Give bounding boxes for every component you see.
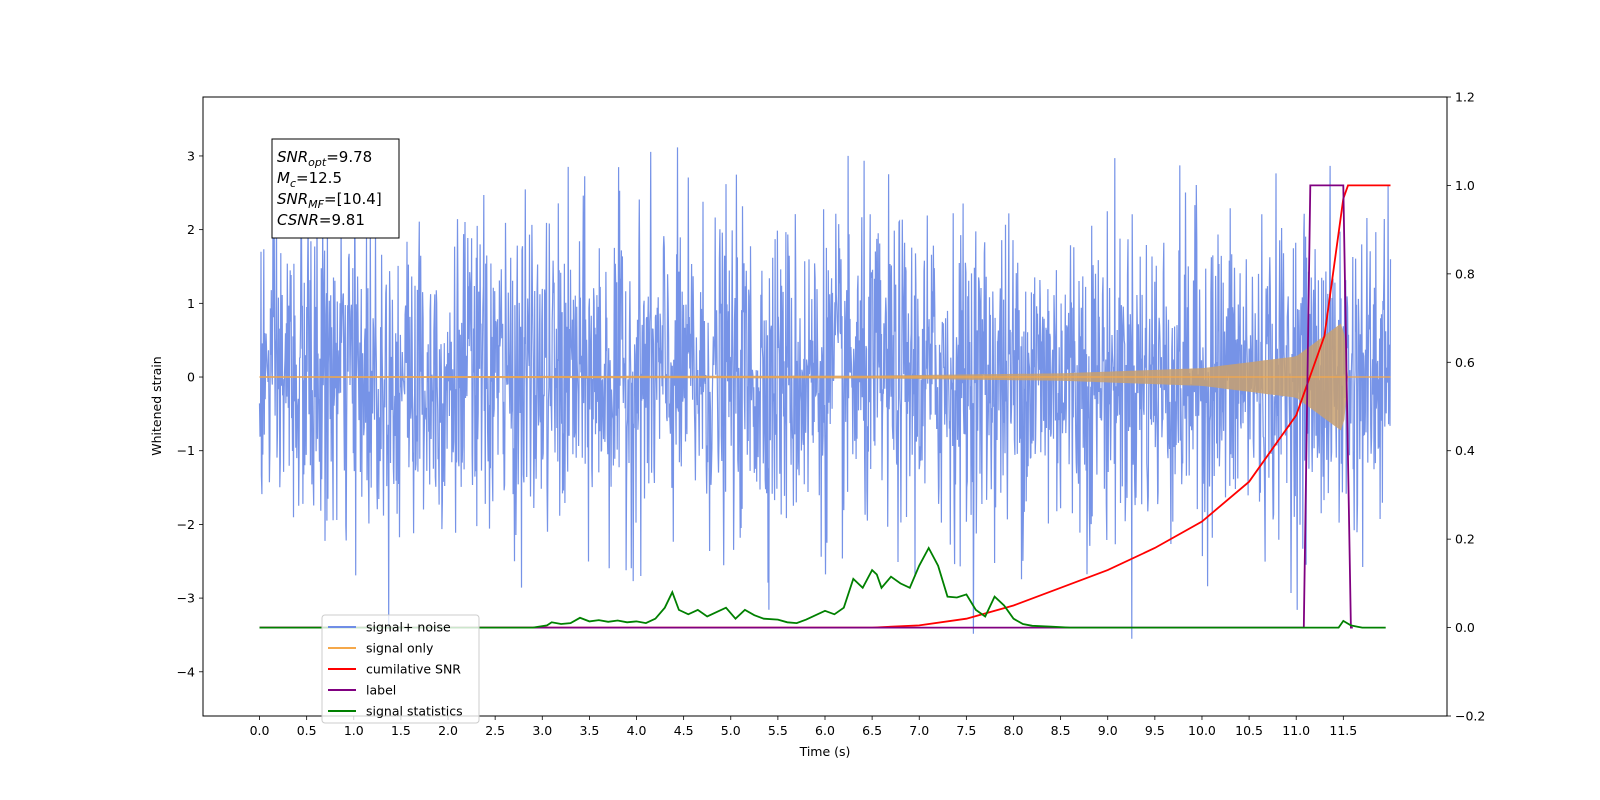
y2-tick-label: 0.2	[1455, 532, 1475, 547]
y-axis-right-ticks: 1.2 1.0 0.8 0.6 0.4 0.2 0.0 −0.2	[1447, 90, 1485, 724]
y2-tick-label: 1.0	[1455, 178, 1475, 193]
plot-area	[258, 146, 1392, 639]
y2-tick-label: 0.4	[1455, 443, 1475, 458]
annotation-symbol: CSNR	[277, 211, 319, 229]
y-tick-label: −4	[177, 664, 195, 679]
series-signal-statistics-line	[259, 546, 1386, 629]
legend-frame	[321, 614, 480, 724]
x-tick-label: 4.0	[627, 723, 647, 738]
legend-label: signal statistics	[366, 704, 463, 719]
y2-tick-label: 1.2	[1455, 90, 1475, 105]
x-tick-label: 2.5	[485, 723, 505, 738]
legend-label: signal only	[366, 641, 434, 656]
x-tick-label: 8.0	[1004, 723, 1024, 738]
legend-label: label	[366, 683, 396, 698]
annotation-value: =9.81	[319, 211, 365, 229]
y2-tick-label: −0.2	[1455, 709, 1485, 724]
x-tick-label: 2.0	[438, 723, 458, 738]
annotation-line: SNRopt=9.78	[277, 148, 372, 169]
series-signal-noise-line	[258, 146, 1392, 639]
y-tick-label: 0	[187, 370, 195, 385]
x-tick-label: 9.5	[1145, 723, 1165, 738]
annotation-symbol: SNR	[277, 190, 308, 208]
annotation-frame	[271, 138, 400, 239]
x-tick-label: 5.0	[721, 723, 741, 738]
x-tick-label: 11.0	[1282, 723, 1310, 738]
y2-tick-label: 0.8	[1455, 266, 1475, 281]
x-axis-label: Time (s)	[799, 744, 851, 759]
x-tick-label: 6.5	[862, 723, 882, 738]
x-tick-label: 7.0	[909, 723, 929, 738]
y-tick-label: −1	[177, 443, 195, 458]
annotation-subscript: c	[290, 177, 296, 190]
x-tick-label: 7.5	[956, 723, 976, 738]
y-tick-label: 1	[187, 296, 195, 311]
x-tick-label: 0.0	[250, 723, 270, 738]
x-tick-label: 10.0	[1188, 723, 1216, 738]
x-tick-label: 11.5	[1329, 723, 1357, 738]
y-axis-label: Whitened strain	[149, 356, 164, 455]
y2-tick-label: 0.0	[1455, 620, 1475, 635]
x-tick-label: 0.5	[297, 723, 317, 738]
annotation-symbol: M	[277, 169, 290, 187]
y-tick-label: 3	[187, 148, 195, 163]
series-cumilative-snr-line	[259, 184, 1391, 629]
x-tick-label: 3.0	[532, 723, 552, 738]
y-axis-left-ticks: 3 2 1 0 −1 −2 −3 −4	[177, 148, 203, 679]
y-tick-label: 2	[187, 222, 195, 237]
y-tick-label: −2	[177, 517, 195, 532]
annotation-value: =[10.4]	[324, 190, 382, 208]
legend-label: signal+ noise	[366, 620, 451, 635]
legend: signal+ noise signal only cumilative SNR la…	[321, 614, 480, 724]
annotation-line: SNRMF=[10.4]	[277, 190, 382, 211]
y-tick-label: −3	[177, 591, 195, 606]
x-tick-label: 3.5	[579, 723, 599, 738]
x-tick-label: 6.0	[815, 723, 835, 738]
annotation-subscript: MF	[308, 198, 324, 211]
x-tick-label: 10.5	[1235, 723, 1263, 738]
y2-tick-label: 0.6	[1455, 355, 1475, 370]
annotation-line: Mc=12.5	[277, 169, 342, 190]
x-tick-label: 1.0	[344, 723, 364, 738]
annotation-line: CSNR=9.81	[277, 211, 365, 229]
x-tick-label: 5.5	[768, 723, 788, 738]
x-tick-label: 8.5	[1051, 723, 1071, 738]
annotation-value: =12.5	[296, 169, 342, 187]
x-tick-label: 1.5	[391, 723, 411, 738]
x-tick-label: 9.0	[1098, 723, 1118, 738]
annotation-symbol: SNR	[277, 148, 308, 166]
annotation-value: =9.78	[326, 148, 372, 166]
x-axis-ticks: 0.0 0.5 1.0 1.5 2.0 2.5 3.0 3.5 4.0 4.5 5.0 5.5 6.0 6…	[250, 716, 1357, 738]
legend-label: cumilative SNR	[366, 662, 461, 677]
x-tick-label: 4.5	[674, 723, 694, 738]
annotation-subscript: opt	[308, 156, 327, 169]
